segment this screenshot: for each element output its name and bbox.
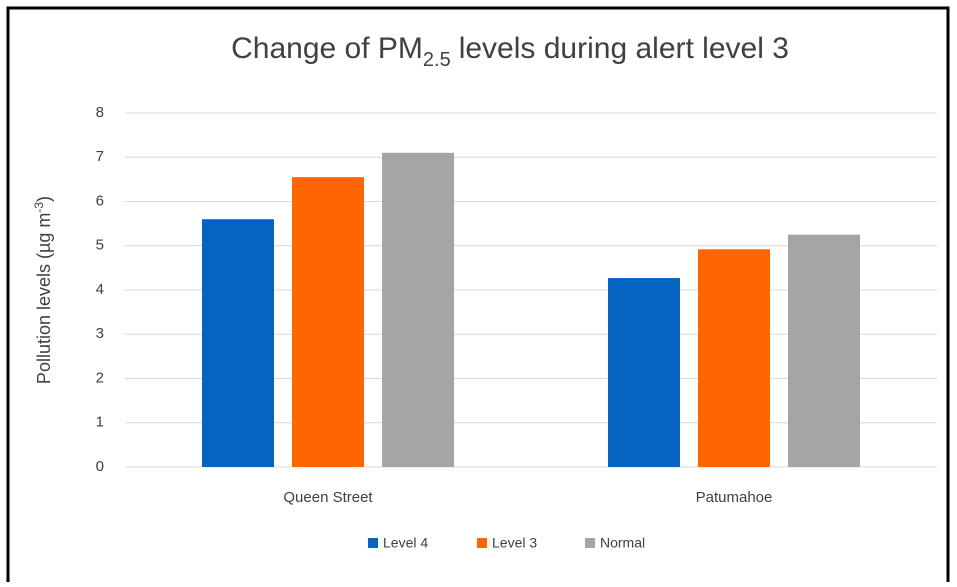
y-label-main: Pollution levels (µg m <box>34 213 54 384</box>
bar <box>608 278 680 467</box>
y-label-end: ) <box>34 196 54 202</box>
legend-swatch <box>368 538 378 548</box>
y-tick-label: 5 <box>96 237 104 254</box>
bar <box>788 234 860 467</box>
y-axis-label: Pollution levels (µg m-3) <box>32 196 54 384</box>
y-tick-label: 4 <box>96 281 104 298</box>
title-subscript: 2.5 <box>423 49 451 71</box>
y-tick-label: 3 <box>96 325 104 342</box>
chart-title: Change of PM2.5 levels during alert level… <box>231 32 789 71</box>
legend-label: Level 3 <box>492 535 537 551</box>
x-tick-label: Patumahoe <box>696 489 773 506</box>
y-tick-label: 0 <box>96 458 104 475</box>
x-tick-label: Queen Street <box>283 489 373 506</box>
y-tick-label: 7 <box>96 148 104 165</box>
bar <box>382 152 454 467</box>
bar <box>292 177 364 467</box>
y-tick-label: 6 <box>96 192 104 209</box>
bar <box>698 249 770 467</box>
title-rest: levels during alert level 3 <box>459 32 789 65</box>
y-tick-label: 1 <box>96 414 104 431</box>
y-tick-label: 2 <box>96 369 104 386</box>
legend-swatch <box>585 538 595 548</box>
bar <box>202 219 274 467</box>
legend-label: Normal <box>600 535 645 551</box>
y-tick-label: 8 <box>96 104 104 121</box>
title-main: Change of PM <box>231 32 423 65</box>
legend-swatch <box>477 538 487 548</box>
legend-label: Level 4 <box>383 535 428 551</box>
y-label-superscript: -3 <box>32 202 46 213</box>
